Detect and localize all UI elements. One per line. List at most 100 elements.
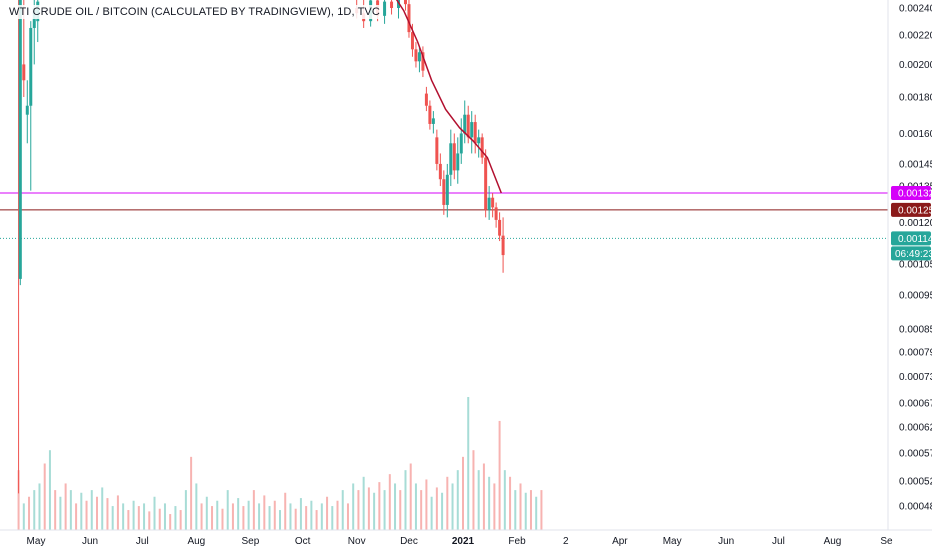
volume-bar (509, 476, 512, 530)
time-tick-label: Nov (348, 536, 366, 547)
volume-bar (43, 463, 46, 530)
candle-body (484, 157, 488, 210)
volume-bar (441, 492, 444, 530)
time-tick-label: 2 (563, 536, 569, 547)
candle-body (501, 235, 505, 256)
volume-bar (540, 490, 543, 530)
candle-body (470, 122, 474, 138)
volume-bar (200, 503, 203, 530)
candle-body (477, 137, 481, 144)
volume-bar (383, 490, 386, 530)
price-tick-label: 0.00085 (899, 325, 932, 336)
volume-bar (258, 503, 261, 530)
volume-bar (399, 490, 402, 530)
volume-bar (425, 479, 428, 530)
volume-bar (331, 506, 334, 530)
candle-body (18, 0, 22, 279)
volume-bar (221, 508, 224, 530)
volume-bar (80, 492, 83, 530)
time-tick-label: Feb (508, 536, 526, 547)
volume-bar (524, 492, 527, 530)
volume-bar (226, 490, 229, 530)
volume-bar (503, 470, 506, 530)
countdown-badge (891, 246, 931, 261)
time-tick-label: May (663, 536, 682, 547)
volume-bar (477, 470, 480, 530)
time-tick-label: Jun (82, 536, 98, 547)
volume-bar (467, 397, 470, 530)
volume-bar (59, 496, 62, 530)
volume-bar (268, 506, 271, 530)
price-tick-label: 0.00220 (899, 30, 932, 41)
volume-bar (404, 470, 407, 530)
price-badge (891, 231, 931, 246)
volume-bar (535, 496, 538, 530)
candle-body (428, 105, 432, 124)
price-tick-label: 0.00095 (899, 290, 932, 301)
price-tick-label: 0.00048 (899, 502, 932, 513)
candle-body (466, 114, 470, 138)
price-tick-label: 0.00062 (899, 422, 932, 433)
volume-bar (451, 483, 454, 530)
candle-body (417, 52, 421, 62)
candle-body (410, 32, 414, 50)
volume-bar (205, 496, 208, 530)
candle-body (456, 153, 460, 171)
volume-bar (137, 506, 140, 530)
time-axis[interactable]: May Jun Jul Aug Sep Oct Nov Dec 2021 Feb 2 Apr May Ju… (27, 536, 894, 547)
volume-bar (122, 503, 125, 530)
moving-average-line (395, 0, 502, 194)
volume-bar (263, 495, 266, 530)
volume-bar (378, 482, 381, 530)
volume-bar (28, 496, 31, 530)
volume-bar (143, 503, 146, 530)
volume-bar (315, 510, 318, 530)
price-tick-label: 0.00067 (899, 398, 932, 409)
volume-bar (456, 470, 459, 530)
price-tick-label: 0.00180 (899, 93, 932, 104)
chart-title: WTI CRUDE OIL / BITCOIN (CALCULATED BY T… (6, 5, 383, 19)
volume-bar (289, 503, 292, 530)
volume-bar (409, 463, 412, 530)
volume-bar (96, 496, 98, 530)
volume-bar (211, 506, 214, 530)
volume-bar (106, 498, 109, 530)
candle-body (494, 207, 498, 220)
candle-body (29, 27, 33, 106)
candle-body (25, 105, 29, 115)
time-tick-label: Apr (612, 536, 628, 547)
time-tick-label: Aug (187, 536, 205, 547)
price-badge-label: 0.00125 (898, 205, 932, 216)
volume-bar (373, 492, 376, 530)
volume-bar (33, 490, 36, 530)
time-tick-label: Oct (295, 536, 311, 547)
candle-body (414, 49, 418, 62)
time-tick-label: Jun (718, 536, 734, 547)
volume-bar (111, 506, 114, 530)
volume-layer (17, 397, 543, 530)
candle-body (397, 0, 401, 9)
time-tick-label: Dec (400, 536, 418, 547)
volume-bar (446, 476, 449, 530)
time-tick-label: May (27, 536, 46, 547)
volume-bar (284, 492, 287, 530)
volume-bar (17, 470, 20, 530)
price-tick-label: 0.00200 (899, 60, 932, 71)
volume-bar (22, 503, 25, 530)
volume-bar (514, 490, 517, 530)
price-tick-label: 0.00160 (899, 129, 932, 140)
candle-body (463, 114, 467, 134)
candle-body (442, 179, 446, 205)
volume-bar (132, 500, 135, 530)
volume-bar (174, 506, 177, 530)
price-badge (891, 185, 931, 200)
candle-body (424, 93, 428, 106)
volume-bar (247, 500, 250, 530)
volume-bar (64, 483, 67, 530)
volume-bar (462, 456, 464, 530)
candle-body (407, 4, 411, 33)
time-tick-label: Sep (241, 536, 259, 547)
volume-bar (310, 500, 313, 530)
